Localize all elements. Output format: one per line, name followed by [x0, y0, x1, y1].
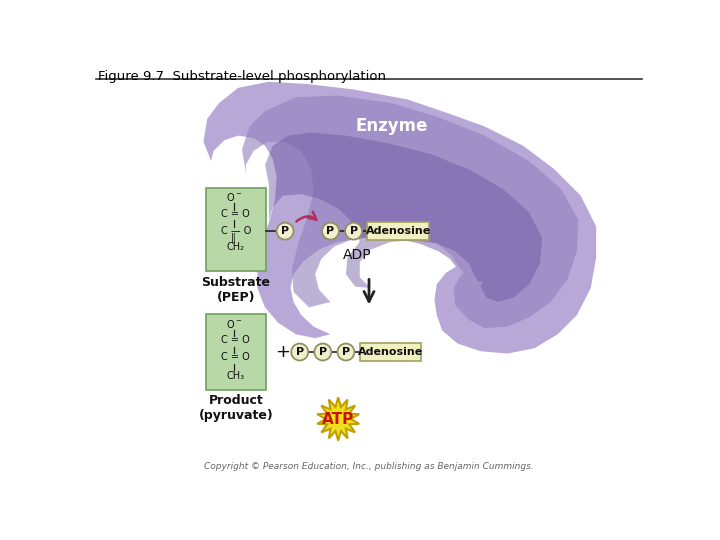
- FancyBboxPatch shape: [206, 188, 266, 271]
- Text: Adenosine: Adenosine: [358, 347, 423, 357]
- Text: Product
(pyruvate): Product (pyruvate): [199, 394, 273, 422]
- Text: P: P: [319, 347, 327, 357]
- Text: O$^-$: O$^-$: [226, 318, 243, 329]
- Circle shape: [338, 343, 354, 361]
- Text: P: P: [296, 347, 304, 357]
- Polygon shape: [204, 82, 596, 354]
- Circle shape: [291, 343, 308, 361]
- Text: C = O: C = O: [222, 353, 250, 362]
- FancyBboxPatch shape: [367, 222, 429, 240]
- Text: CH₂: CH₂: [227, 241, 245, 252]
- Text: C — O: C — O: [220, 226, 251, 236]
- Text: ATP: ATP: [322, 411, 354, 427]
- Text: +: +: [275, 343, 290, 361]
- Text: P: P: [326, 226, 335, 236]
- Circle shape: [276, 222, 294, 240]
- FancyBboxPatch shape: [360, 343, 421, 361]
- Text: Adenosine: Adenosine: [366, 226, 431, 236]
- Text: P: P: [342, 347, 350, 357]
- Text: ADP: ADP: [343, 248, 372, 262]
- Polygon shape: [265, 132, 542, 302]
- Text: Figure 9.7  Substrate-level phosphorylation: Figure 9.7 Substrate-level phosphorylati…: [98, 70, 386, 83]
- Polygon shape: [318, 397, 359, 441]
- Text: Enzyme: Enzyme: [356, 117, 428, 136]
- Circle shape: [315, 343, 331, 361]
- Text: C = O: C = O: [222, 335, 250, 346]
- Circle shape: [345, 222, 362, 240]
- Text: ‖: ‖: [230, 233, 235, 244]
- Text: Copyright © Pearson Education, Inc., publishing as Benjamin Cummings.: Copyright © Pearson Education, Inc., pub…: [204, 462, 534, 471]
- Circle shape: [322, 222, 339, 240]
- Text: Substrate
(PEP): Substrate (PEP): [202, 276, 270, 304]
- Text: C = O: C = O: [222, 209, 250, 219]
- FancyBboxPatch shape: [206, 314, 266, 390]
- Polygon shape: [242, 96, 578, 328]
- Text: O$^-$: O$^-$: [226, 191, 243, 203]
- Text: P: P: [349, 226, 358, 236]
- Text: P: P: [281, 226, 289, 236]
- Text: CH₃: CH₃: [227, 371, 245, 381]
